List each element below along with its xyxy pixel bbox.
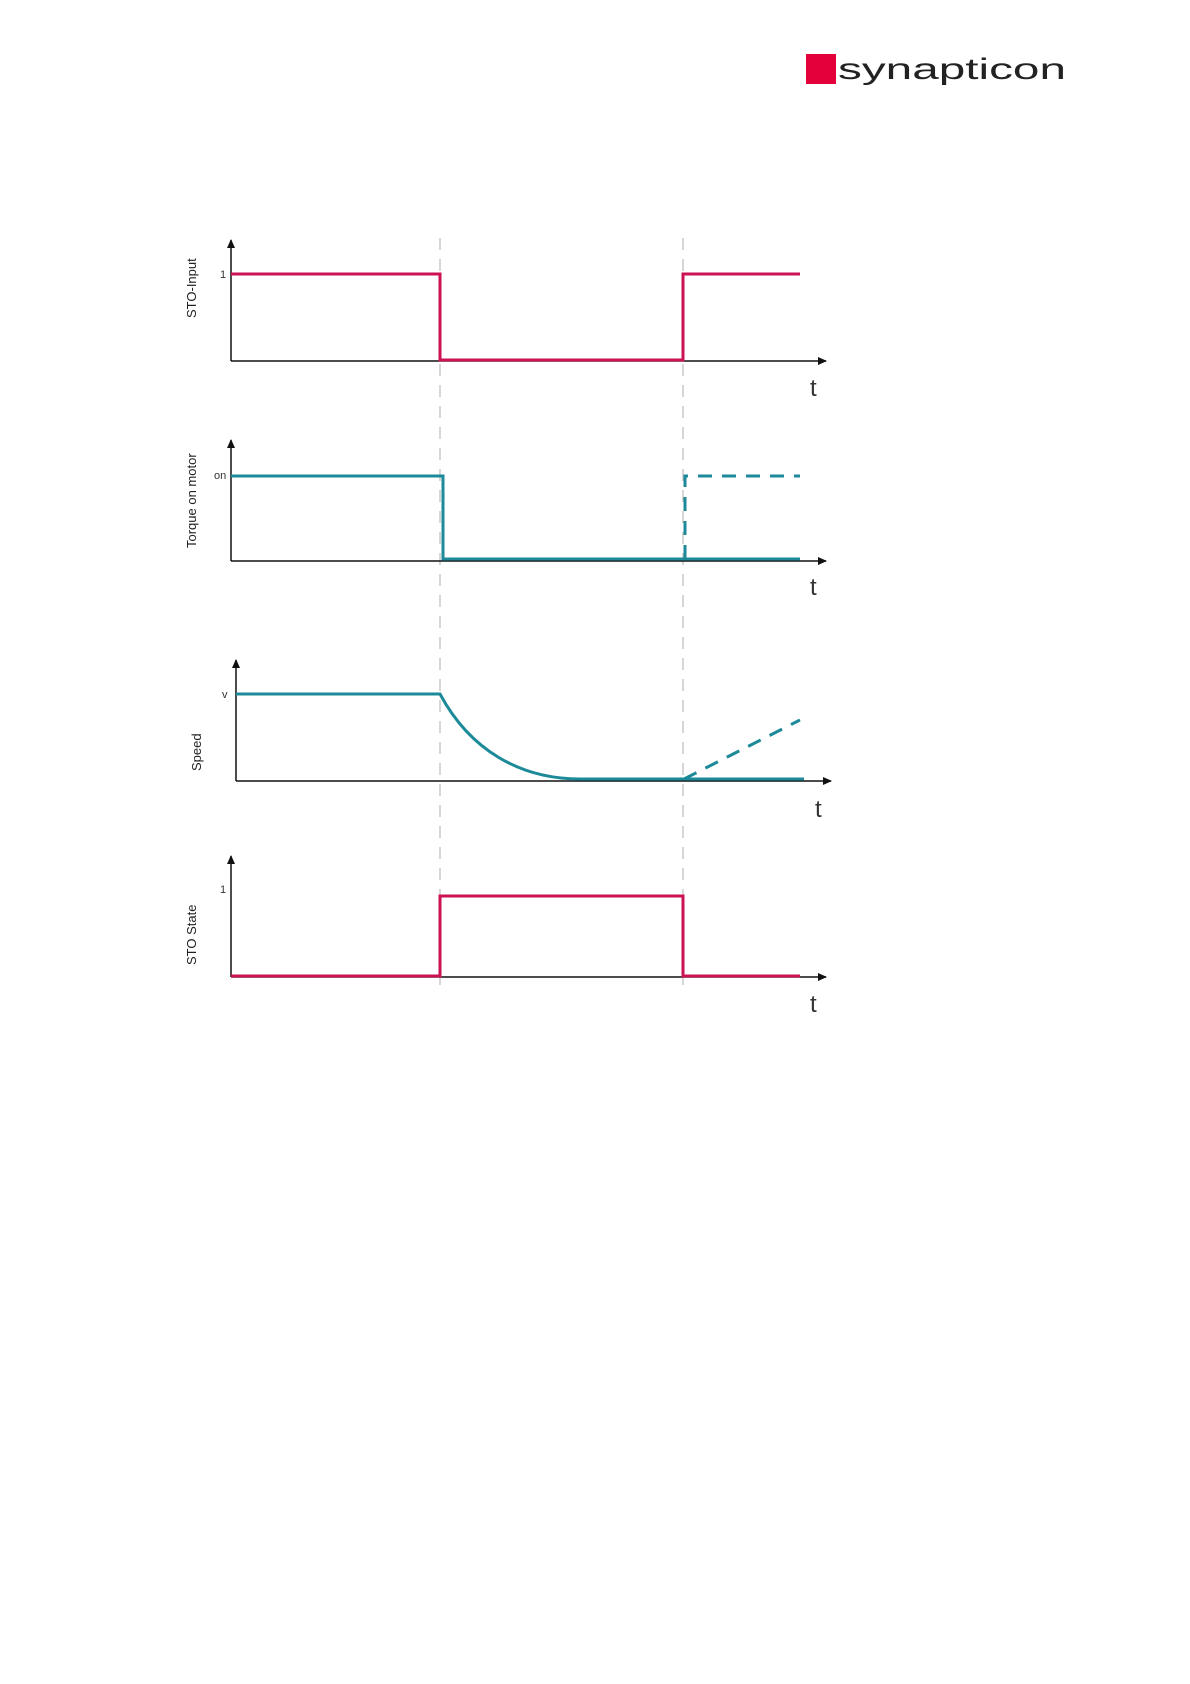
x-axis-label: t <box>810 991 817 1018</box>
x-axis-label: t <box>810 375 817 402</box>
logo-square <box>806 54 836 84</box>
x-axis-label: t <box>810 574 817 601</box>
speed-signal <box>236 692 804 781</box>
panel-torque: Torque on motor on t <box>184 439 827 601</box>
sto-state-signal <box>231 894 800 978</box>
y-level-label: 1 <box>220 884 226 896</box>
panel-sto-state: STO State 1 t <box>184 855 827 1018</box>
y-level-label: 1 <box>220 269 226 281</box>
panel-sto-input: STO-Input 1 t <box>184 239 827 402</box>
synapticon-logo: synapticon <box>806 53 1070 88</box>
y-axis-title: Torque on motor <box>184 453 199 548</box>
x-axis-label: t <box>815 796 822 823</box>
panel-speed: Speed v t <box>189 659 832 823</box>
y-axis-title: STO State <box>184 905 199 965</box>
speed-restart-dashed <box>683 718 801 781</box>
y-axis-title: STO-Input <box>184 258 199 318</box>
torque-signal <box>231 474 800 561</box>
sto-input-signal <box>231 272 800 362</box>
y-level-label: on <box>214 470 226 482</box>
y-level-label: v <box>222 689 228 701</box>
logo-wordmark: synapticon <box>838 54 1066 86</box>
y-axis-title: Speed <box>189 733 204 771</box>
torque-restart-dashed <box>683 474 800 559</box>
